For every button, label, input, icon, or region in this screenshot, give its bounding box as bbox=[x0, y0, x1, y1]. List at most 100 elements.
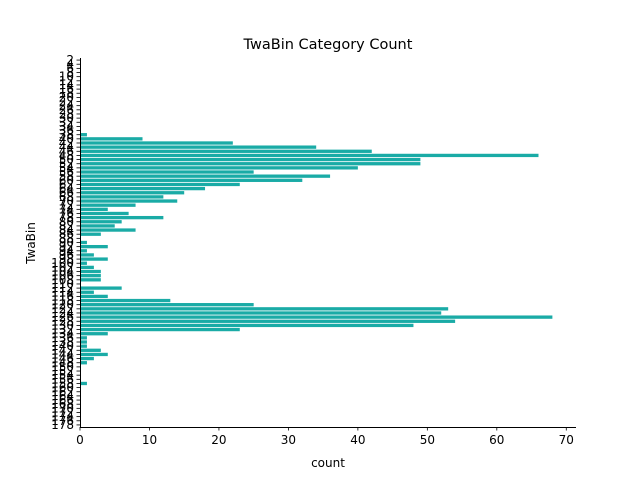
y-tick-label-60: 60 bbox=[59, 173, 74, 187]
y-tick-label-142: 142 bbox=[51, 343, 74, 357]
y-tick-label-78: 78 bbox=[59, 211, 74, 225]
bar-96 bbox=[80, 253, 94, 257]
y-tick-label-32: 32 bbox=[59, 115, 74, 129]
y-tick-label-22: 22 bbox=[59, 95, 74, 109]
y-axis: 2468101214161820222426283032343638404244… bbox=[51, 53, 80, 432]
y-tick-label-64: 64 bbox=[59, 182, 74, 196]
bar-94 bbox=[80, 249, 87, 253]
y-tick-label-44: 44 bbox=[59, 140, 74, 154]
y-tick-label-174: 174 bbox=[51, 410, 74, 424]
y-tick-label-140: 140 bbox=[51, 339, 74, 353]
x-axis: 0 10 20 30 40 50 60 70 bbox=[76, 427, 574, 447]
y-tick-label-98: 98 bbox=[59, 252, 74, 266]
bar-124 bbox=[80, 311, 442, 315]
bar-158 bbox=[80, 381, 87, 386]
y-tick-label-16: 16 bbox=[59, 82, 74, 96]
y-tick-label-2: 2 bbox=[66, 53, 74, 67]
bar-132 bbox=[80, 327, 240, 332]
bar-106 bbox=[80, 274, 101, 278]
y-tick-label-148: 148 bbox=[51, 356, 74, 370]
bar-138 bbox=[80, 340, 87, 344]
y-tick-label-24: 24 bbox=[59, 99, 74, 113]
y-tick-label-26: 26 bbox=[59, 103, 74, 117]
y-tick-label-52: 52 bbox=[59, 157, 74, 171]
bar-108 bbox=[80, 278, 101, 282]
bar-130 bbox=[80, 323, 414, 328]
y-tick-label-162: 162 bbox=[51, 385, 74, 399]
bar-60 bbox=[80, 178, 303, 182]
y-tick-label-120: 120 bbox=[51, 298, 74, 312]
y-tick-label-38: 38 bbox=[59, 128, 74, 142]
y-tick-label-146: 146 bbox=[51, 352, 74, 366]
y-tick-label-150: 150 bbox=[51, 360, 74, 374]
y-tick-label-156: 156 bbox=[51, 372, 74, 386]
bar-58 bbox=[80, 174, 331, 178]
y-tick-label-4: 4 bbox=[66, 57, 74, 71]
bar-78 bbox=[80, 215, 164, 220]
bar-100 bbox=[80, 261, 87, 265]
y-tick-label-154: 154 bbox=[51, 368, 74, 382]
y-tick-label-170: 170 bbox=[51, 401, 74, 415]
y-tick-label-164: 164 bbox=[51, 389, 74, 403]
bar-122 bbox=[80, 307, 449, 311]
y-tick-label-62: 62 bbox=[59, 177, 74, 191]
y-axis-label: TwaBin bbox=[24, 222, 38, 265]
y-tick-label-132: 132 bbox=[51, 323, 74, 337]
bar-84 bbox=[80, 228, 136, 232]
x-tick-label-10: 10 bbox=[142, 433, 157, 447]
y-tick-label-50: 50 bbox=[59, 153, 74, 167]
x-tick-label-20: 20 bbox=[211, 433, 226, 447]
y-tick-label-72: 72 bbox=[59, 198, 74, 212]
y-tick-label-76: 76 bbox=[59, 206, 74, 220]
y-tick-label-100: 100 bbox=[51, 256, 74, 270]
y-tick-label-108: 108 bbox=[51, 273, 74, 287]
y-tick-label-92: 92 bbox=[59, 240, 74, 254]
y-tick-label-144: 144 bbox=[51, 347, 74, 361]
bar-142 bbox=[80, 348, 101, 352]
bar-62 bbox=[80, 182, 240, 187]
bar-70 bbox=[80, 199, 178, 203]
bar-42 bbox=[80, 141, 233, 145]
y-tick-label-112: 112 bbox=[51, 281, 74, 295]
y-tick-label-124: 124 bbox=[51, 306, 74, 320]
bar-68 bbox=[80, 195, 164, 199]
bar-40 bbox=[80, 137, 143, 141]
y-tick-label-178: 178 bbox=[51, 418, 74, 432]
bar-44 bbox=[80, 145, 317, 149]
bar-74 bbox=[80, 207, 108, 211]
bar-92 bbox=[80, 244, 108, 249]
bar-126 bbox=[80, 315, 553, 319]
chart-title: TwaBin Category Count bbox=[243, 37, 413, 53]
bar-80 bbox=[80, 220, 122, 224]
y-tick-label-172: 172 bbox=[51, 405, 74, 419]
y-tick-label-74: 74 bbox=[59, 202, 74, 216]
y-tick-label-14: 14 bbox=[59, 78, 74, 92]
bar-48 bbox=[80, 153, 539, 158]
bars-group bbox=[80, 133, 553, 386]
bar-52 bbox=[80, 162, 421, 166]
y-tick-label-126: 126 bbox=[51, 310, 74, 324]
bar-128 bbox=[80, 319, 456, 323]
bar-38 bbox=[80, 133, 87, 137]
bar-82 bbox=[80, 224, 115, 228]
y-tick-label-8: 8 bbox=[66, 66, 74, 80]
bar-134 bbox=[80, 332, 108, 336]
bar-76 bbox=[80, 211, 129, 216]
y-tick-label-12: 12 bbox=[59, 74, 74, 88]
y-tick-label-30: 30 bbox=[59, 111, 74, 125]
y-tick-label-94: 94 bbox=[59, 244, 74, 258]
y-tick-label-102: 102 bbox=[51, 260, 74, 274]
y-tick-label-134: 134 bbox=[51, 327, 74, 341]
bar-146 bbox=[80, 356, 94, 361]
bar-144 bbox=[80, 352, 108, 357]
x-tick-label-0: 0 bbox=[76, 433, 84, 447]
y-tick-label-6: 6 bbox=[66, 61, 74, 75]
y-tick-label-82: 82 bbox=[59, 219, 74, 233]
bar-64 bbox=[80, 186, 206, 191]
y-tick-label-68: 68 bbox=[59, 190, 74, 204]
y-tick-label-114: 114 bbox=[51, 285, 74, 299]
bar-66 bbox=[80, 191, 185, 195]
y-tick-label-158: 158 bbox=[51, 376, 74, 390]
x-tick-label-40: 40 bbox=[350, 433, 365, 447]
